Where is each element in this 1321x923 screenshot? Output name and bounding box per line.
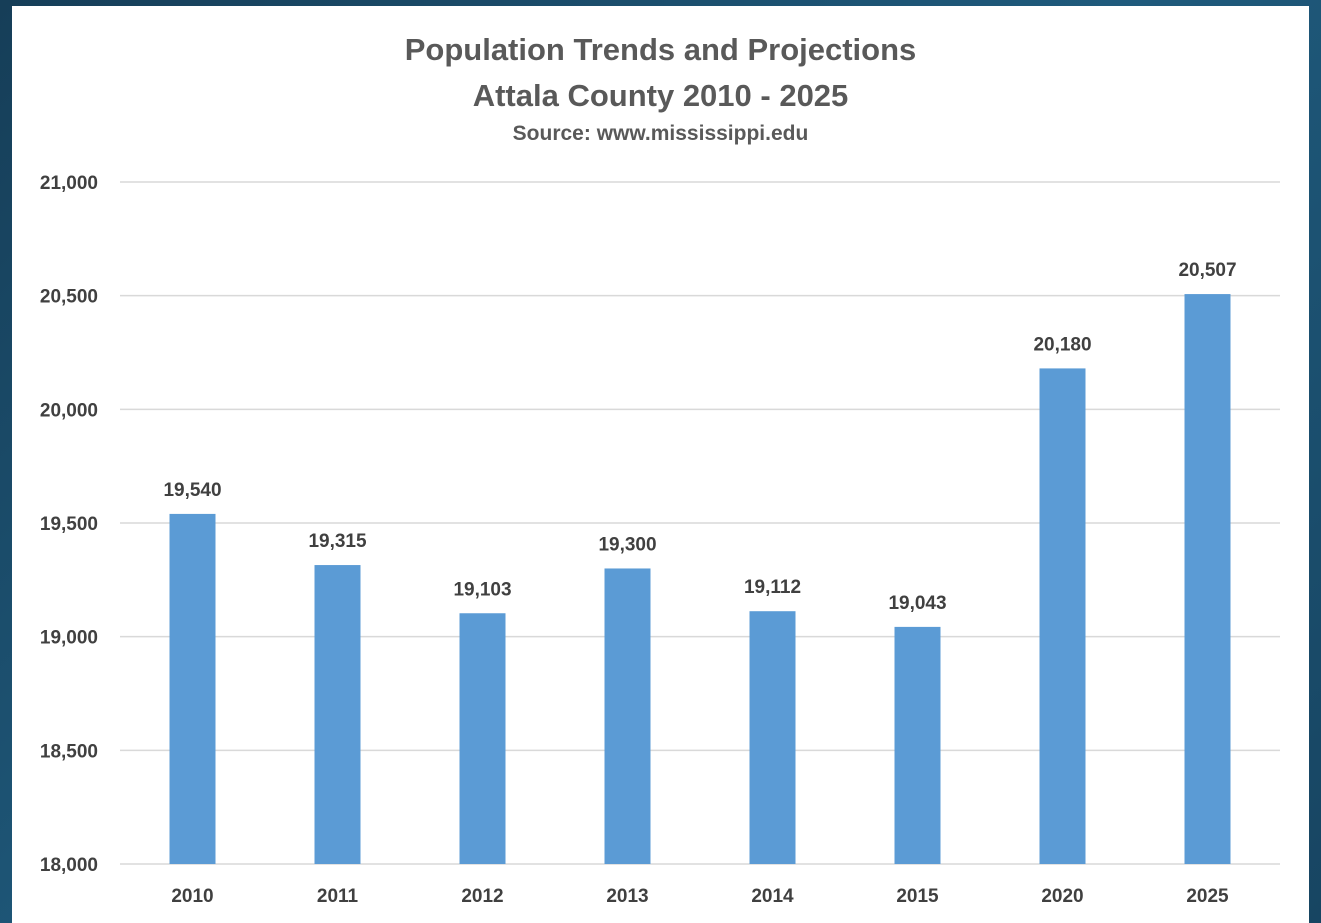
data-label: 19,315: [308, 531, 367, 552]
bar: [459, 613, 506, 864]
bars: [169, 294, 1231, 865]
data-label: 19,300: [598, 534, 656, 555]
y-tick-label: 19,500: [40, 514, 98, 535]
y-axis: 18,000 18,500 19,000 19,500 20,000 20,500 21,0…: [40, 173, 98, 876]
data-label: 19,540: [163, 480, 221, 501]
y-tick-label: 20,500: [40, 287, 98, 308]
bar: [1039, 368, 1086, 864]
data-label: 19,103: [453, 579, 511, 600]
x-tick-label: 2020: [1041, 886, 1083, 907]
x-tick-label: 2010: [171, 886, 213, 907]
bar: [749, 611, 796, 864]
bar: [314, 565, 361, 864]
x-tick-label: 2011: [317, 886, 359, 907]
y-tick-label: 19,000: [40, 628, 98, 649]
chart-title-line2: Attala County 2010 - 2025: [472, 78, 849, 113]
y-tick-label: 18,000: [40, 855, 98, 876]
x-tick-label: 2013: [606, 886, 648, 907]
bar: [604, 568, 651, 864]
data-label: 19,112: [744, 577, 801, 598]
bar: [894, 626, 941, 864]
gridlines: [120, 181, 1280, 865]
x-tick-label: 2025: [1186, 886, 1229, 907]
x-tick-label: 2015: [896, 886, 939, 907]
chart-panel: Population Trends and Projections Attala…: [12, 6, 1309, 923]
chart-title: Population Trends and Projections: [404, 32, 917, 67]
data-label: 20,180: [1033, 334, 1091, 355]
bar-chart: 18,000 18,500 19,000 19,500 20,000 20,500 21,0…: [40, 173, 1280, 907]
data-label: 20,507: [1178, 260, 1236, 281]
bar: [169, 513, 216, 864]
x-tick-label: 2014: [751, 886, 794, 907]
x-tick-label: 2012: [461, 886, 503, 907]
data-labels: 19,540 19,315 19,103 19,300 19,112 19,043 20,1…: [163, 260, 1236, 614]
y-tick-label: 21,000: [40, 173, 98, 194]
chart-subtitle: Source: www.mississippi.edu: [512, 122, 809, 145]
x-axis: 2010 2011 2012 2013 2014 2015 2020 2025: [171, 886, 1229, 907]
y-tick-label: 20,000: [40, 400, 98, 421]
bar: [1184, 294, 1231, 865]
y-tick-label: 18,500: [40, 741, 98, 762]
data-label: 19,043: [888, 593, 946, 614]
